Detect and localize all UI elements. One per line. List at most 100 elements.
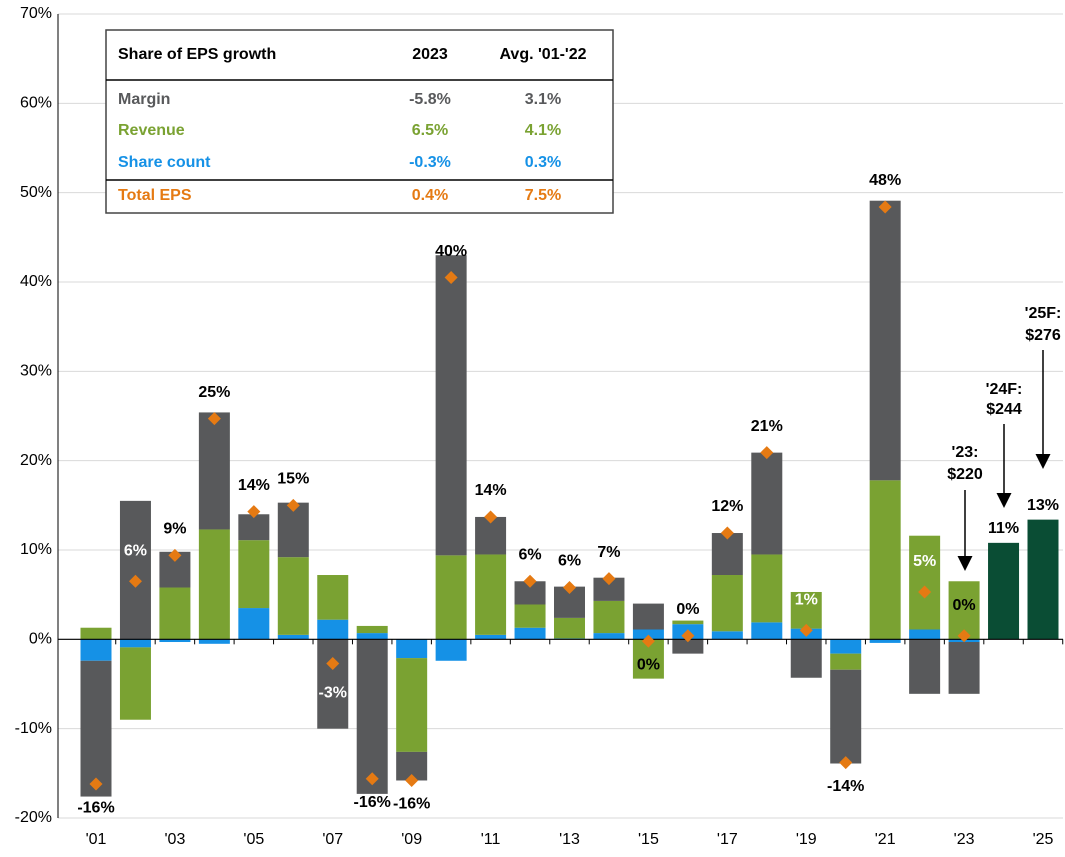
x-tick-label: '19 xyxy=(796,831,817,848)
bar-segment xyxy=(356,639,388,794)
data-label: -14% xyxy=(827,778,864,795)
bar-segment xyxy=(198,529,230,640)
bar-segment xyxy=(790,591,822,629)
data-label: 7% xyxy=(597,544,620,561)
bar-segment xyxy=(396,639,428,659)
data-label: 14% xyxy=(475,482,507,499)
bar-segment xyxy=(198,639,230,644)
x-tick-label: '23 xyxy=(954,831,975,848)
eps-marker xyxy=(563,581,576,595)
bar-segment xyxy=(277,634,309,640)
annotation-text: '24F: xyxy=(986,381,1023,398)
table-row-label: Total EPS xyxy=(118,187,192,204)
eps-marker xyxy=(484,510,498,524)
annotation-text: '25F: xyxy=(1025,305,1062,322)
bar-segment xyxy=(869,639,901,643)
y-tick-label: 70% xyxy=(20,5,52,22)
bar-segment xyxy=(80,627,112,640)
bar-segment xyxy=(751,622,783,640)
eps-marker xyxy=(523,574,537,588)
bar-segment xyxy=(277,557,309,635)
table-cell: 0.3% xyxy=(525,154,561,171)
y-tick-label: 20% xyxy=(20,452,52,469)
eps-marker xyxy=(799,623,813,637)
data-label: 25% xyxy=(198,384,230,401)
table-header: 2023 xyxy=(412,46,448,63)
bar-segment xyxy=(119,647,151,720)
bar-segment xyxy=(317,575,349,620)
eps-marker xyxy=(918,585,932,599)
table-header: Avg. '01-'22 xyxy=(499,46,586,63)
data-label: -16% xyxy=(77,799,114,816)
eps-marker xyxy=(957,629,971,643)
bar-segment xyxy=(593,633,625,640)
bar-segment xyxy=(711,533,743,576)
bar-segment xyxy=(356,633,388,640)
eps-marker xyxy=(89,777,103,791)
bar-segment xyxy=(830,653,862,670)
x-tick-label: '17 xyxy=(717,831,738,848)
table-cell: -0.3% xyxy=(409,154,451,171)
data-label: 15% xyxy=(277,471,309,488)
table-cell: 4.1% xyxy=(525,122,561,139)
table: Share of EPS growth 2023 Avg. '01-'22 Ma… xyxy=(105,29,614,214)
bar-segment xyxy=(435,555,467,640)
bar-segment xyxy=(869,200,901,481)
bar-segment xyxy=(238,514,270,541)
bar-segment xyxy=(593,577,625,601)
annotation-text: $220 xyxy=(947,466,983,483)
bar-segment xyxy=(632,629,664,640)
x-tick-label: '21 xyxy=(875,831,896,848)
x-tick-label: '15 xyxy=(638,831,659,848)
bar-segment xyxy=(238,608,270,640)
y-tick-label: -20% xyxy=(15,809,52,826)
eps-marker xyxy=(365,772,379,786)
bar-segment xyxy=(909,629,941,640)
data-label: 5% xyxy=(913,553,936,570)
eps-marker xyxy=(720,526,734,540)
eps-marker xyxy=(207,412,221,426)
data-label: 6% xyxy=(518,546,541,563)
table-cell: 6.5% xyxy=(412,122,448,139)
bar-segment xyxy=(159,639,191,643)
y-tick-label: 10% xyxy=(20,541,52,558)
y-tick-label: 40% xyxy=(20,273,52,290)
x-tick-label: '05 xyxy=(243,831,264,848)
bar-segment xyxy=(1027,519,1059,640)
bar-segment xyxy=(396,658,428,752)
data-label: 12% xyxy=(711,498,743,515)
bar-segment xyxy=(317,639,349,729)
bar-segment xyxy=(830,639,862,654)
bar-segment xyxy=(198,412,230,530)
table-row-label: Revenue xyxy=(118,122,185,139)
annotation-text: $276 xyxy=(1025,327,1061,344)
bar-segment xyxy=(119,500,151,640)
data-label: 6% xyxy=(124,542,147,559)
y-tick-label: 50% xyxy=(20,184,52,201)
y-tick-label: 0% xyxy=(29,631,52,648)
bar-segment xyxy=(475,554,507,635)
data-label: 13% xyxy=(1027,497,1059,514)
table-row-label: Share count xyxy=(118,154,211,171)
bar-segment xyxy=(475,634,507,640)
table-cell: 0.4% xyxy=(412,187,448,204)
eps-marker xyxy=(641,634,655,648)
data-label: 21% xyxy=(751,418,783,435)
data-label: 48% xyxy=(869,172,901,189)
data-label: -3% xyxy=(319,685,347,702)
bar-segment xyxy=(869,480,901,640)
bar-segment xyxy=(159,587,191,640)
bar-segment xyxy=(672,620,704,625)
bar-segment xyxy=(514,581,546,605)
eps-marker xyxy=(128,574,142,588)
annotation-text: '23: xyxy=(952,444,979,461)
eps-marker xyxy=(326,656,340,670)
table-box xyxy=(105,29,614,214)
table-cell: 3.1% xyxy=(525,91,561,108)
annotation: '23: $220 '24F: $244 '25F: $276 xyxy=(947,305,1062,571)
y-tick-label: 30% xyxy=(20,363,52,380)
bar-segment xyxy=(80,660,112,797)
eps-marker xyxy=(602,572,616,586)
data-label: 0% xyxy=(676,601,699,618)
